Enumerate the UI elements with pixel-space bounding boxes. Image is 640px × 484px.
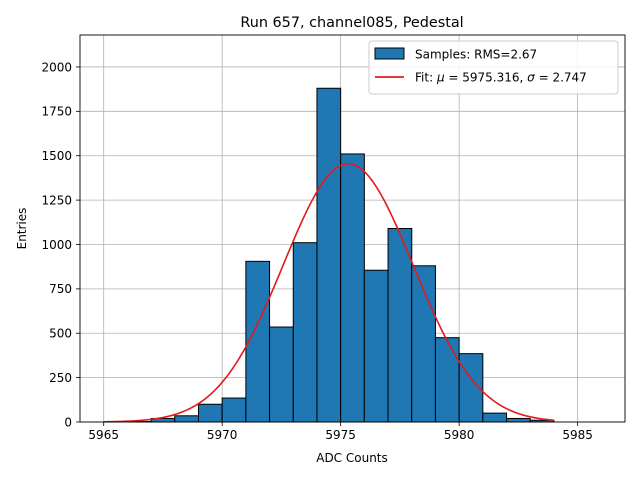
- histogram-bar: [197, 403, 223, 423]
- y-tick-label: 1500: [41, 149, 72, 163]
- legend-fit-mu-symbol: μ: [436, 71, 445, 85]
- x-tick-label: 5985: [562, 428, 593, 442]
- histogram-bar: [292, 242, 318, 423]
- histogram-bar: [434, 337, 460, 423]
- x-tick-label: 5975: [325, 428, 356, 442]
- y-tick-label: 2000: [41, 60, 72, 74]
- y-tick-label: 0: [64, 415, 72, 429]
- x-tick-label: 5980: [444, 428, 475, 442]
- x-tick-label: 5970: [207, 428, 238, 442]
- histogram-bar: [221, 397, 247, 423]
- x-tick-label: 5965: [88, 428, 119, 442]
- y-tick-label: 750: [49, 282, 72, 296]
- plot-frame: [79, 34, 626, 423]
- histogram-bar: [269, 326, 294, 423]
- y-axis-ticks: 0 250 500 750 1000 1250 1500 1750 2000: [41, 60, 80, 429]
- fit-curve: [103, 162, 554, 423]
- legend: Samples: RMS=2.67 Fit: μ = 5975.316, σ =…: [368, 40, 619, 95]
- legend-box: [368, 40, 619, 95]
- histogram-bar: [363, 269, 389, 423]
- legend-fit-sigma-value: = 2.747: [535, 71, 587, 85]
- legend-fit-prefix: Fit:: [415, 71, 437, 85]
- legend-fit-sigma-symbol: σ: [527, 71, 535, 85]
- y-tick-label: 500: [49, 327, 72, 341]
- histogram-bar: [482, 412, 508, 423]
- y-tick-label: 1750: [41, 105, 72, 119]
- y-tick-label: 1000: [41, 238, 72, 252]
- y-tick-label: 250: [49, 371, 72, 385]
- histogram-bar: [316, 87, 342, 423]
- legend-label-fit: Fit: μ = 5975.316, σ = 2.747: [415, 71, 587, 85]
- histogram-bar: [506, 417, 531, 423]
- legend-bar-swatch: [374, 47, 405, 60]
- chart-title: Run 657, channel085, Pedestal: [240, 15, 463, 31]
- histogram-bars: [126, 87, 555, 423]
- x-axis-ticks: 5965 5970 5975 5980 5985: [88, 422, 593, 442]
- y-tick-label: 1250: [41, 193, 72, 207]
- histogram-bar: [340, 153, 365, 423]
- histogram-bar: [387, 228, 413, 423]
- legend-fit-mu-value: = 5975.316,: [445, 71, 528, 85]
- histogram-bar: [174, 415, 199, 423]
- y-axis-label: Entries: [15, 208, 29, 250]
- legend-label-samples: Samples: RMS=2.67: [415, 48, 537, 62]
- x-axis-label: ADC Counts: [316, 451, 388, 465]
